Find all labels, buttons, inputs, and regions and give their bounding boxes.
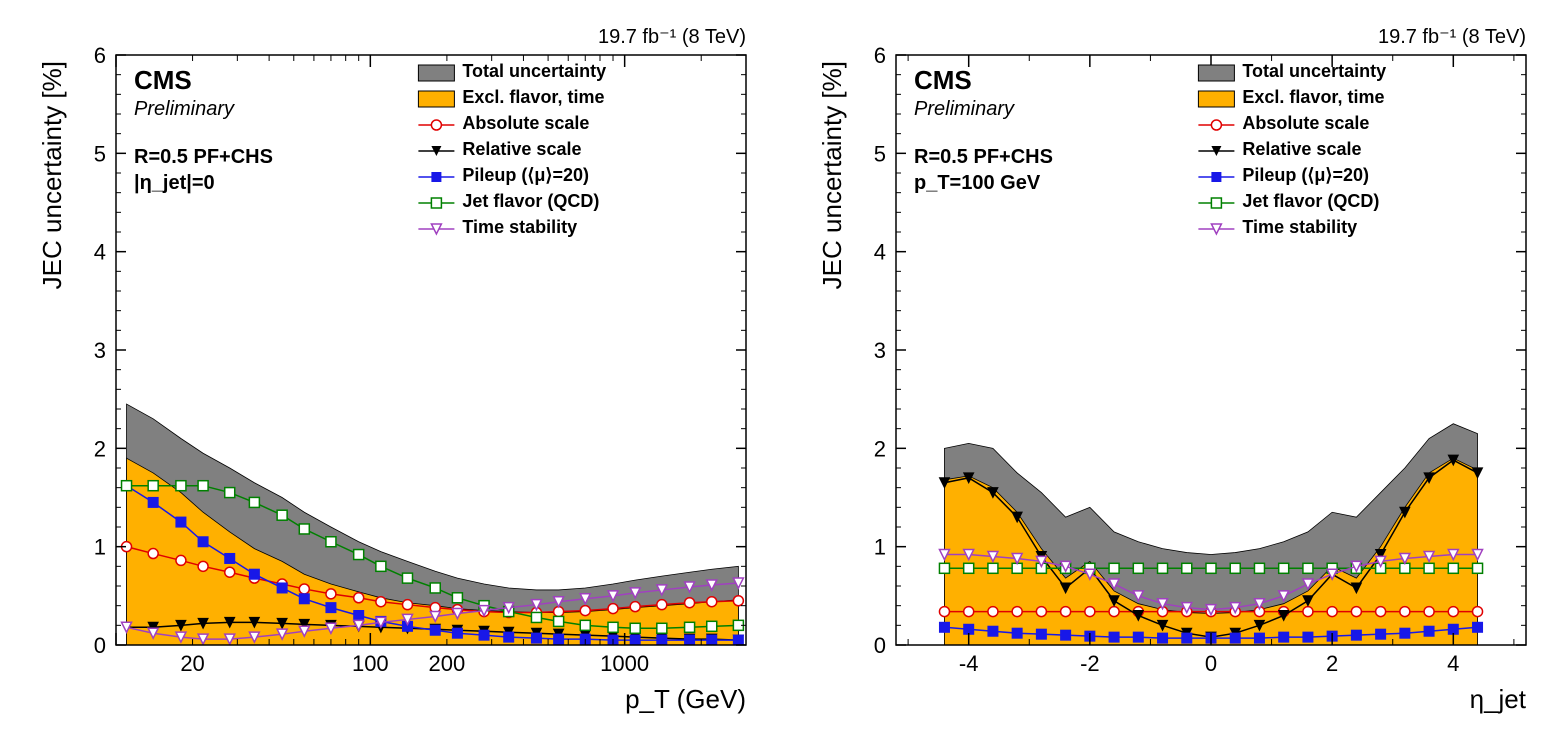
legend-item: Jet flavor (QCD) [418, 191, 599, 211]
right-panel: 0 1 2 3 4 5 6 -4 -2 0 2 4 η_jet JEC uncertainty [%] 19… [801, 10, 1541, 720]
preliminary-label: Preliminary [134, 98, 235, 120]
x-tick-label: 200 [428, 651, 465, 676]
x-tick-label: 4 [1447, 651, 1459, 676]
legend: Total uncertainty Excl. flavor, time Absol… [1198, 61, 1386, 237]
legend-label: Absolute scale [1242, 113, 1369, 133]
y-tick-label: 1 [873, 535, 885, 560]
x-tick-label: -2 [1080, 651, 1100, 676]
x-tick-label: 1000 [600, 651, 649, 676]
annotation-1: R=0.5 PF+CHS [134, 146, 273, 168]
legend-label: Relative scale [1242, 139, 1361, 159]
x-tick-label: -4 [958, 651, 978, 676]
y-tick-label: 6 [873, 43, 885, 68]
legend-item: Absolute scale [418, 113, 589, 133]
y-tick-label: 0 [93, 633, 105, 658]
y-tick-label: 4 [873, 240, 885, 265]
y-tick-label: 2 [93, 436, 105, 461]
legend-item: Total uncertainty [418, 61, 606, 81]
legend-label: Jet flavor (QCD) [462, 191, 599, 211]
legend-label: Time stability [1242, 217, 1357, 237]
cms-label: CMS [134, 65, 192, 95]
x-axis-label: η_jet [1469, 684, 1526, 714]
cms-label: CMS [914, 65, 972, 95]
annotation-2: p_T=100 GeV [914, 172, 1041, 194]
legend-label: Excl. flavor, time [462, 87, 604, 107]
x-axis-label: p_T (GeV) [625, 684, 746, 714]
y-tick-label: 4 [93, 240, 105, 265]
luminosity-label: 19.7 fb⁻¹ (8 TeV) [1377, 26, 1525, 48]
preliminary-label: Preliminary [914, 98, 1015, 120]
y-axis-label: JEC uncertainty [%] [37, 61, 67, 289]
legend-item: Pileup (⟨μ⟩=20) [418, 165, 589, 185]
right-chart-svg: 0 1 2 3 4 5 6 -4 -2 0 2 4 η_jet JEC uncertainty [%] 19… [801, 10, 1541, 720]
y-axis-label: JEC uncertainty [%] [817, 61, 847, 289]
left-panel: 0 1 2 3 4 5 6 20 100 200 1000 p_T (GeV) JEC uncertai… [21, 10, 761, 720]
legend-item: Excl. flavor, time [418, 87, 604, 107]
legend-label: Pileup (⟨μ⟩=20) [1242, 165, 1369, 185]
legend-item: Time stability [418, 217, 577, 237]
annotation-2: |η_jet|=0 [134, 172, 215, 194]
x-tick-label: 0 [1204, 651, 1216, 676]
legend-item: Excl. flavor, time [1198, 87, 1384, 107]
legend-label: Total uncertainty [462, 61, 606, 81]
legend-label: Relative scale [462, 139, 581, 159]
annotation-1: R=0.5 PF+CHS [914, 146, 1053, 168]
legend: Total uncertainty Excl. flavor, time Absol… [418, 61, 606, 237]
x-tick-label: 20 [180, 651, 204, 676]
legend-item: Relative scale [1198, 139, 1361, 159]
y-tick-label: 5 [93, 141, 105, 166]
luminosity-label: 19.7 fb⁻¹ (8 TeV) [597, 26, 745, 48]
y-tick-label: 6 [93, 43, 105, 68]
legend-label: Absolute scale [462, 113, 589, 133]
left-chart-svg: 0 1 2 3 4 5 6 20 100 200 1000 p_T (GeV) JEC uncertai… [21, 10, 761, 720]
y-tick-label: 5 [873, 141, 885, 166]
legend-label: Pileup (⟨μ⟩=20) [462, 165, 589, 185]
legend-label: Total uncertainty [1242, 61, 1386, 81]
legend-item: Total uncertainty [1198, 61, 1386, 81]
legend-item: Time stability [1198, 217, 1357, 237]
legend-label: Time stability [462, 217, 577, 237]
y-tick-label: 3 [93, 338, 105, 363]
legend-label: Excl. flavor, time [1242, 87, 1384, 107]
legend-label: Jet flavor (QCD) [1242, 191, 1379, 211]
legend-item: Jet flavor (QCD) [1198, 191, 1379, 211]
y-tick-label: 0 [873, 633, 885, 658]
y-tick-label: 3 [873, 338, 885, 363]
x-tick-label: 2 [1326, 651, 1338, 676]
x-tick-label: 100 [351, 651, 388, 676]
y-tick-label: 2 [873, 436, 885, 461]
legend-item: Pileup (⟨μ⟩=20) [1198, 165, 1369, 185]
legend-item: Relative scale [418, 139, 581, 159]
y-tick-label: 1 [93, 535, 105, 560]
legend-item: Absolute scale [1198, 113, 1369, 133]
